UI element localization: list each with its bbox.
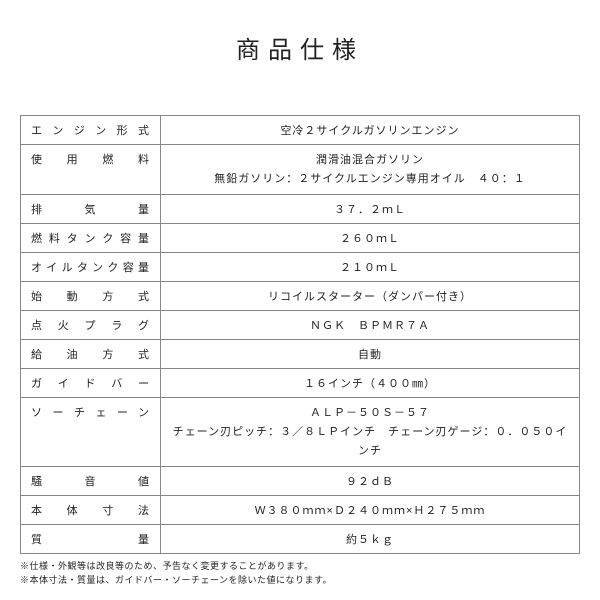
spec-label: 燃料タンク容量 xyxy=(21,224,161,252)
spec-value: 約５ｋｇ xyxy=(161,525,579,553)
spec-value: ＮＧＫ ＢＰＭＲ７Ａ xyxy=(161,311,579,339)
spec-value: Ｗ３８０ｍｍ×Ｄ２４０ｍｍ×Ｈ２７５ｍｍ xyxy=(161,496,579,524)
footnote: ※仕様・外観等は改良等のため、予告なく変更することがあります。 xyxy=(20,560,580,574)
spec-label: ガイドバー xyxy=(21,369,161,397)
spec-value: ＡＬＰ－５０Ｓ－５７チェーン刃ピッチ：３／８ＬＰインチ チェーン刃ゲージ：０．０… xyxy=(161,398,579,466)
spec-label: 排気量 xyxy=(21,195,161,223)
spec-label: 質量 xyxy=(21,525,161,553)
spec-value: ２６０ｍＬ xyxy=(161,224,579,252)
spec-label: 使用燃料 xyxy=(21,145,161,194)
spec-label: オイルタンク容量 xyxy=(21,253,161,281)
spec-value: 自動 xyxy=(161,340,579,368)
footnotes: ※仕様・外観等は改良等のため、予告なく変更することがあります。 ※本体寸法・質量… xyxy=(20,560,580,587)
spec-value: ９２ｄＢ xyxy=(161,467,579,495)
spec-value: 潤滑油混合ガソリン無鉛ガソリン：２サイクルエンジン専用オイル ４０：１ xyxy=(161,145,579,194)
spec-value: 空冷２サイクルガソリンエンジン xyxy=(161,116,579,144)
spec-label: 点火プラグ xyxy=(21,311,161,339)
footnote: ※本体寸法・質量は、ガイドバー・ソーチェーンを除いた値になります。 xyxy=(20,574,580,588)
spec-label: エンジン形式 xyxy=(21,116,161,144)
spec-label: 始動方式 xyxy=(21,282,161,310)
spec-table: エンジン形式空冷２サイクルガソリンエンジン 使用燃料潤滑油混合ガソリン無鉛ガソリ… xyxy=(20,115,580,554)
spec-label: 本体寸法 xyxy=(21,496,161,524)
spec-label: 給油方式 xyxy=(21,340,161,368)
spec-value: リコイルスターター（ダンパー付き） xyxy=(161,282,579,310)
spec-value: １６インチ（４００㎜） xyxy=(161,369,579,397)
page-title: 商品仕様 xyxy=(0,0,600,115)
spec-label: 騒音値 xyxy=(21,467,161,495)
spec-label: ソーチェーン xyxy=(21,398,161,466)
spec-value: ３７．２ｍＬ xyxy=(161,195,579,223)
spec-value: ２１０ｍＬ xyxy=(161,253,579,281)
